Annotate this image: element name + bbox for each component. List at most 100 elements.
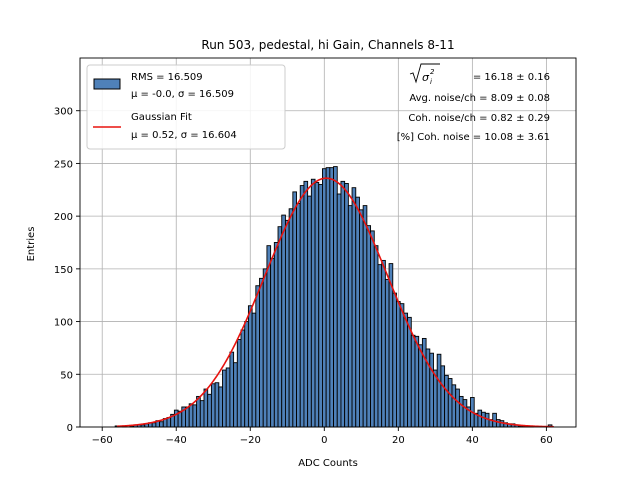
y-axis-label: Entries — [26, 227, 37, 262]
plot-frame — [79, 57, 577, 428]
axes: −60 −40 −20 0 20 40 60 0 50 100 150 200 250 300 — [54, 57, 577, 446]
histogram-bar — [403, 312, 409, 428]
histogram-bar — [407, 316, 412, 428]
x-tick-label: 60 — [540, 435, 553, 446]
legend-histogram-stats: μ = -0.0, σ = 16.509 — [131, 89, 234, 100]
histogram-bar — [199, 400, 205, 428]
x-tick-label: −60 — [92, 435, 113, 446]
annotation-avg-noise: Avg. noise/ch = 8.09 ± 0.08 — [409, 93, 550, 104]
histogram-bar — [173, 409, 179, 428]
histogram-bar — [214, 382, 220, 428]
svg-text:σ: σ — [422, 71, 430, 84]
histogram-bar — [225, 367, 231, 428]
histogram-bar — [292, 191, 297, 428]
legend-histogram-label: RMS = 16.509 — [131, 72, 203, 83]
legend-histogram-swatch — [93, 78, 121, 90]
histogram-bar — [329, 167, 335, 428]
histogram-bar — [384, 278, 390, 428]
y-tick-label: 0 — [67, 423, 73, 434]
histogram-bar — [281, 214, 286, 428]
histogram-bar — [307, 195, 312, 428]
histogram-bar — [314, 181, 320, 428]
histogram-bar — [318, 184, 323, 428]
histogram-bar — [151, 422, 157, 428]
y-tick-label: 150 — [54, 265, 73, 276]
chart-title: Run 503, pedestal, hi Gain, Channels 8-1… — [201, 38, 454, 52]
histogram-bar — [273, 242, 279, 428]
histogram-bar — [410, 334, 416, 428]
gaussian-fit-curve — [116, 177, 554, 428]
histogram-bar — [188, 403, 194, 428]
legend: RMS = 16.509 μ = -0.0, σ = 16.509 Gaussi… — [86, 64, 286, 150]
annotation-coh-percent: [%] Coh. noise = 10.08 ± 3.61 — [397, 132, 550, 143]
histogram-bar — [310, 178, 316, 428]
x-tick-label: −20 — [240, 435, 261, 446]
histogram-bar — [203, 388, 209, 428]
sqrt-sigma-symbol: σ 2 i — [409, 63, 440, 86]
histogram-bar — [396, 301, 401, 428]
histogram-bar — [355, 196, 360, 428]
histogram-bar — [336, 193, 342, 428]
x-axis-label: ADC Counts — [298, 458, 358, 469]
histogram-bar — [288, 208, 294, 428]
histogram-bar — [262, 268, 268, 428]
histogram-bar — [362, 205, 368, 428]
histogram-bar — [462, 399, 468, 428]
annotation-coh-noise: Coh. noise/ch = 0.82 ± 0.29 — [408, 113, 550, 124]
histogram-bar — [159, 421, 164, 428]
histogram-bar — [359, 209, 364, 428]
x-tick-label: −40 — [166, 435, 187, 446]
histogram-bar — [399, 303, 405, 428]
y-tick-label: 100 — [54, 318, 73, 329]
histogram-bar — [351, 187, 357, 428]
histogram-bar — [185, 406, 190, 428]
histogram-bar — [210, 383, 216, 428]
x-tick-label: 40 — [466, 435, 479, 446]
histogram-bar — [340, 180, 346, 428]
histogram-bar — [344, 183, 349, 428]
histogram-bar — [259, 277, 264, 428]
histogram-bar — [440, 365, 446, 428]
legend-fit-stats: μ = 0.52, σ = 16.604 — [131, 130, 237, 141]
histogram-bar — [207, 393, 212, 428]
svg-text:2: 2 — [430, 68, 435, 76]
histogram-bar — [255, 285, 260, 428]
histogram-bar — [347, 205, 353, 428]
histogram-bar — [458, 395, 464, 428]
histogram-bar — [222, 369, 227, 428]
x-tick-label: 0 — [321, 435, 327, 446]
histogram-bar — [366, 225, 372, 428]
svg-text:i: i — [430, 78, 432, 86]
histogram-bar — [240, 329, 246, 428]
histogram-bar — [447, 378, 453, 428]
histogram-bar — [444, 374, 449, 428]
histogram-bar — [236, 339, 242, 428]
histogram-bar — [392, 292, 397, 428]
histogram-bar — [333, 166, 338, 428]
histogram-bar — [481, 411, 486, 428]
histogram-bar — [377, 264, 383, 428]
histogram-bar — [196, 395, 201, 428]
histogram-bar — [266, 245, 272, 428]
histogram-bar — [233, 362, 238, 428]
y-tick-label: 50 — [60, 370, 73, 381]
noise-annotations: σ 2 i = 16.18 ± 0.16 Avg. noise/ch = 8.0… — [397, 63, 550, 143]
histogram-bar — [296, 203, 301, 428]
histogram-bar — [370, 230, 375, 428]
histogram-bar — [229, 351, 235, 428]
histogram-bar — [244, 321, 249, 428]
histogram-bar — [495, 419, 501, 428]
y-tick-label: 250 — [54, 159, 73, 170]
legend-frame — [86, 64, 286, 150]
histogram-bar — [299, 185, 305, 428]
y-tick-label: 300 — [54, 107, 73, 118]
histogram-bar — [270, 257, 275, 428]
histogram-bar — [325, 167, 331, 428]
histogram-bar — [421, 337, 427, 428]
histogram-bar — [251, 312, 257, 428]
histogram-bar — [451, 384, 457, 428]
grid — [80, 58, 576, 428]
histogram-bar — [321, 168, 327, 428]
histogram-bar — [218, 386, 223, 428]
